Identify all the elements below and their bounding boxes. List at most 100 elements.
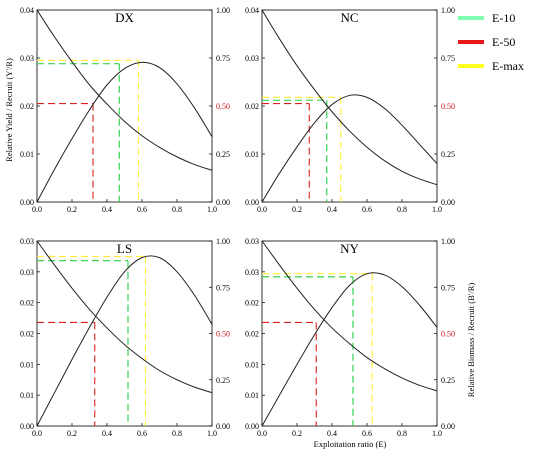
x-tick-label: 0.4 — [327, 205, 337, 214]
panel-dx: DX0.0 0.2 0.4 0.6 0.8 1.00.000.010.020.030.04… — [20, 6, 230, 214]
left-tick-label: 0.02 — [245, 330, 259, 339]
x-tick-label: 1.0 — [432, 429, 442, 438]
yield-curve — [36, 61, 213, 203]
x-tick-label: 0.6 — [362, 429, 372, 438]
x-tick-label: 1.0 — [207, 429, 217, 438]
left-tick-label: 0.00 — [245, 422, 259, 431]
panel-nc: NC0.0 0.2 0.4 0.6 0.8 1.00.000.010.020.030.04… — [245, 6, 455, 214]
left-tick-label: 0.02 — [245, 299, 259, 308]
right-tick-label: 0.25 — [216, 376, 230, 385]
left-tick-label: 0.03 — [20, 268, 34, 277]
biomass-curve — [36, 240, 213, 394]
left-tick-label: 0.00 — [20, 422, 34, 431]
x-tick-label: 0.2 — [67, 205, 77, 214]
left-tick-label: 0.02 — [20, 102, 34, 111]
x-tick-label: 0.6 — [137, 429, 147, 438]
right-axis-title: Relative Biomass / Recruit (B'/R) — [466, 283, 476, 398]
left-tick-label: 0.01 — [20, 360, 34, 369]
left-tick-label: 0.01 — [245, 391, 259, 400]
left-tick-label: 0.00 — [20, 198, 34, 207]
x-tick-label: 0.0 — [32, 429, 42, 438]
x-tick-label: 0.8 — [397, 429, 407, 438]
x-tick-label: 0.6 — [362, 205, 372, 214]
left-tick-label: 0.00 — [245, 198, 259, 207]
x-tick-label: 0.2 — [292, 429, 302, 438]
biomass-curve — [36, 9, 213, 171]
right-tick-label: 0.75 — [441, 283, 455, 292]
legend-label-e-10: E-10 — [492, 11, 515, 25]
right-tick-label: 1.00 — [216, 6, 230, 15]
x-tick-label: 0.8 — [172, 429, 182, 438]
left-tick-label: 0.01 — [20, 391, 34, 400]
legend-label-e-max: E-max — [492, 59, 524, 73]
legend-swatch-e-10 — [458, 16, 484, 20]
x-tick-label: 0.8 — [172, 205, 182, 214]
right-tick-label: 1.00 — [441, 6, 455, 15]
plot-frame — [261, 240, 438, 427]
x-tick-label: 0.6 — [137, 205, 147, 214]
right-tick-label: 0.75 — [441, 54, 455, 63]
panel-title: NC — [340, 10, 358, 25]
right-tick-label: 1.00 — [441, 237, 455, 246]
left-tick-label: 0.02 — [20, 299, 34, 308]
right-tick-label: 0.50 — [216, 102, 230, 111]
x-tick-label: 0.0 — [32, 205, 42, 214]
left-tick-label: 0.04 — [245, 6, 259, 15]
x-tick-label: 0.4 — [327, 429, 337, 438]
left-tick-label: 0.01 — [245, 150, 259, 159]
biomass-curve — [261, 9, 438, 186]
left-tick-label: 0.04 — [20, 6, 34, 15]
x-tick-label: 1.0 — [432, 205, 442, 214]
right-tick-label: 0.25 — [441, 150, 455, 159]
plots: DX0.0 0.2 0.4 0.6 0.8 1.00.000.010.020.030.04… — [20, 6, 455, 438]
x-tick-label: 0.4 — [102, 205, 112, 214]
plot-frame — [36, 240, 213, 427]
yield-curve — [36, 255, 213, 427]
right-tick-label: 0.75 — [216, 54, 230, 63]
legend: E-10 E-50 E-max — [458, 11, 524, 73]
right-tick-label: 0.25 — [441, 376, 455, 385]
left-axis-title: Relative Yield / Recruit (Y'/R) — [4, 58, 14, 162]
panel-title: NY — [340, 241, 359, 256]
left-tick-label: 0.01 — [20, 150, 34, 159]
x-tick-label: 0.0 — [257, 429, 267, 438]
left-tick-label: 0.03 — [245, 237, 259, 246]
left-tick-label: 0.03 — [245, 268, 259, 277]
right-tick-label: 0.75 — [216, 283, 230, 292]
panel-title: LS — [117, 241, 132, 256]
biomass-curve — [261, 240, 438, 392]
legend-swatch-e-max — [458, 64, 484, 68]
x-tick-label: 0.2 — [67, 429, 77, 438]
right-tick-label: 0.50 — [216, 330, 230, 339]
plot-frame — [36, 9, 213, 203]
left-tick-label: 0.02 — [245, 102, 259, 111]
right-tick-label: 0.00 — [216, 422, 230, 431]
yield-curve — [261, 94, 438, 203]
plot-frame — [261, 9, 438, 203]
left-tick-label: 0.03 — [20, 237, 34, 246]
x-tick-label: 0.4 — [102, 429, 112, 438]
right-tick-label: 1.00 — [216, 237, 230, 246]
right-tick-label: 0.25 — [216, 150, 230, 159]
yield-curve — [261, 272, 438, 427]
panel-ny: NY0.0 0.2 0.4 0.6 0.8 1.00.000.010.010.020.02… — [245, 237, 455, 438]
left-tick-label: 0.03 — [20, 54, 34, 63]
panel-title: DX — [115, 10, 134, 25]
legend-swatch-e-50 — [458, 40, 484, 44]
legend-label-e-50: E-50 — [492, 35, 515, 49]
right-tick-label: 0.00 — [441, 198, 455, 207]
left-tick-label: 0.03 — [245, 54, 259, 63]
right-tick-label: 0.00 — [441, 422, 455, 431]
left-tick-label: 0.01 — [245, 360, 259, 369]
panel-ls: LS0.0 0.2 0.4 0.6 0.8 1.00.000.010.010.020.02… — [20, 237, 230, 438]
x-tick-label: 0.8 — [397, 205, 407, 214]
right-tick-label: 0.00 — [216, 198, 230, 207]
right-tick-label: 0.50 — [441, 102, 455, 111]
left-tick-label: 0.02 — [20, 330, 34, 339]
x-axis-title: Exploitation ratio (E) — [314, 439, 387, 449]
x-tick-label: 1.0 — [207, 205, 217, 214]
right-tick-label: 0.50 — [441, 330, 455, 339]
x-tick-label: 0.0 — [257, 205, 267, 214]
x-tick-label: 0.2 — [292, 205, 302, 214]
